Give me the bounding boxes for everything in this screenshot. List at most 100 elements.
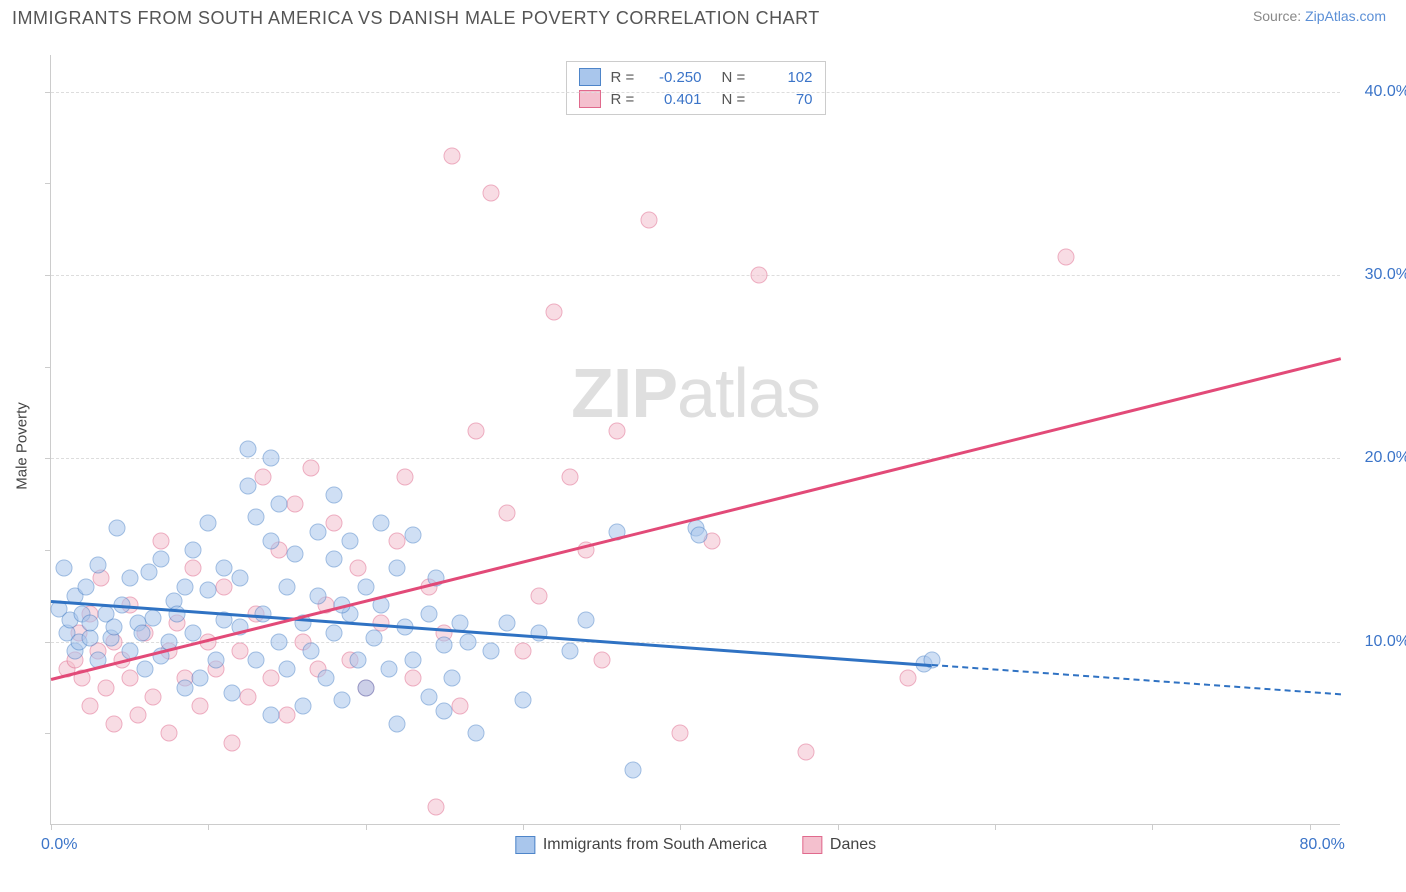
data-point-danes: [798, 743, 815, 760]
data-point-immigrants: [82, 615, 99, 632]
data-point-immigrants: [326, 551, 343, 568]
data-point-immigrants: [444, 670, 461, 687]
data-point-danes: [900, 670, 917, 687]
data-point-immigrants: [625, 762, 642, 779]
data-point-danes: [153, 532, 170, 549]
data-point-danes: [239, 688, 256, 705]
chart-title: IMMIGRANTS FROM SOUTH AMERICA VS DANISH …: [12, 8, 820, 29]
data-point-danes: [483, 184, 500, 201]
data-point-immigrants: [310, 523, 327, 540]
data-point-immigrants: [326, 487, 343, 504]
data-point-immigrants: [514, 692, 531, 709]
data-point-immigrants: [153, 551, 170, 568]
data-point-danes: [640, 212, 657, 229]
data-point-danes: [145, 688, 162, 705]
data-point-immigrants: [239, 441, 256, 458]
data-point-danes: [349, 560, 366, 577]
data-point-immigrants: [121, 569, 138, 586]
data-point-immigrants: [239, 477, 256, 494]
data-point-danes: [593, 652, 610, 669]
data-point-immigrants: [310, 587, 327, 604]
data-point-danes: [428, 798, 445, 815]
data-point-immigrants: [562, 642, 579, 659]
data-point-immigrants: [200, 582, 217, 599]
data-point-immigrants: [231, 569, 248, 586]
series-legend: Immigrants from South America Danes: [515, 836, 876, 854]
data-point-immigrants: [137, 661, 154, 678]
data-point-immigrants: [286, 545, 303, 562]
data-point-danes: [278, 707, 295, 724]
data-point-danes: [231, 642, 248, 659]
source-link[interactable]: ZipAtlas.com: [1305, 8, 1386, 24]
data-point-danes: [105, 716, 122, 733]
data-point-immigrants: [77, 578, 94, 595]
source-attribution: Source: ZipAtlas.com: [1253, 8, 1386, 24]
data-point-immigrants: [420, 688, 437, 705]
legend-item: Immigrants from South America: [515, 836, 767, 854]
data-point-immigrants: [483, 642, 500, 659]
correlation-legend: R =-0.250N =102R =0.401N =70: [566, 61, 826, 115]
data-point-immigrants: [436, 637, 453, 654]
data-point-danes: [1057, 248, 1074, 265]
legend-swatch: [579, 90, 601, 108]
data-point-danes: [160, 725, 177, 742]
data-point-immigrants: [109, 520, 126, 537]
data-point-immigrants: [499, 615, 516, 632]
data-point-immigrants: [247, 652, 264, 669]
data-point-danes: [404, 670, 421, 687]
data-point-immigrants: [216, 560, 233, 577]
data-point-immigrants: [278, 661, 295, 678]
data-point-immigrants: [145, 609, 162, 626]
data-point-immigrants: [318, 670, 335, 687]
data-point-danes: [98, 679, 115, 696]
y-tick-label: 20.0%: [1365, 449, 1406, 467]
legend-item: Danes: [802, 836, 876, 854]
data-point-danes: [389, 532, 406, 549]
data-point-danes: [444, 147, 461, 164]
data-point-immigrants: [90, 556, 107, 573]
data-point-danes: [302, 459, 319, 476]
data-point-immigrants: [341, 532, 358, 549]
data-point-immigrants: [263, 532, 280, 549]
y-tick-label: 40.0%: [1365, 83, 1406, 101]
data-point-immigrants: [459, 633, 476, 650]
legend-label: Danes: [830, 836, 876, 854]
data-point-danes: [286, 496, 303, 513]
data-point-immigrants: [184, 624, 201, 641]
data-point-danes: [546, 303, 563, 320]
data-point-immigrants: [184, 542, 201, 559]
y-tick-label: 10.0%: [1365, 633, 1406, 651]
data-point-immigrants: [263, 450, 280, 467]
gridline: [51, 92, 1340, 93]
y-tick-label: 30.0%: [1365, 266, 1406, 284]
x-tick-label: 80.0%: [1300, 836, 1345, 854]
data-point-immigrants: [176, 578, 193, 595]
data-point-immigrants: [200, 514, 217, 531]
data-point-immigrants: [404, 652, 421, 669]
data-point-immigrants: [223, 685, 240, 702]
data-point-immigrants: [263, 707, 280, 724]
y-axis-label: Male Poverty: [14, 402, 31, 490]
data-point-danes: [609, 422, 626, 439]
data-point-immigrants: [365, 630, 382, 647]
data-point-danes: [326, 514, 343, 531]
data-point-immigrants: [389, 716, 406, 733]
data-point-danes: [672, 725, 689, 742]
gridline: [51, 275, 1340, 276]
data-point-danes: [750, 267, 767, 284]
data-point-danes: [129, 707, 146, 724]
data-point-immigrants: [326, 624, 343, 641]
data-point-danes: [216, 578, 233, 595]
data-point-immigrants: [381, 661, 398, 678]
data-point-immigrants: [271, 496, 288, 513]
data-point-danes: [263, 670, 280, 687]
gridline: [51, 458, 1340, 459]
legend-swatch: [802, 836, 822, 854]
data-point-immigrants: [357, 578, 374, 595]
data-point-immigrants: [389, 560, 406, 577]
legend-swatch: [579, 68, 601, 86]
data-point-danes: [396, 468, 413, 485]
scatter-plot: ZIPatlas R =-0.250N =102R =0.401N =70 Im…: [50, 55, 1340, 825]
data-point-immigrants: [55, 560, 72, 577]
data-point-danes: [562, 468, 579, 485]
